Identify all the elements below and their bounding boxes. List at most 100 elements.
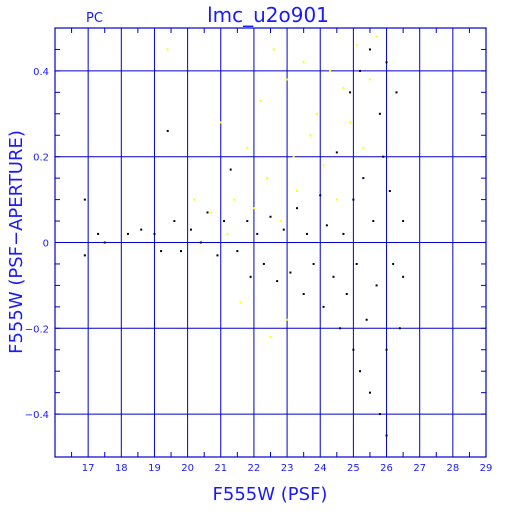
data-point	[272, 48, 275, 51]
data-point	[206, 211, 209, 214]
data-point	[349, 91, 352, 94]
data-point	[368, 78, 371, 81]
data-point	[246, 147, 249, 150]
x-tick-label: 24	[314, 463, 327, 474]
x-tick-label: 25	[347, 463, 360, 474]
x-tick-label: 23	[281, 463, 294, 474]
data-point	[83, 198, 86, 201]
data-point	[362, 147, 365, 150]
data-point	[236, 250, 239, 253]
grid	[55, 28, 486, 457]
data-point	[395, 91, 398, 94]
data-point	[309, 134, 312, 137]
data-point	[315, 112, 318, 115]
data-point	[233, 198, 236, 201]
data-point	[103, 241, 106, 244]
data-point	[385, 61, 388, 64]
data-point	[355, 44, 358, 47]
data-point	[179, 250, 182, 253]
data-point	[335, 151, 338, 154]
data-point	[335, 198, 338, 201]
x-tick-label: 17	[82, 463, 95, 474]
data-point	[329, 69, 332, 72]
data-point	[359, 370, 362, 373]
y-tick-label: 0.4	[33, 67, 49, 78]
data-point	[256, 232, 259, 235]
data-point	[259, 99, 262, 102]
x-tick-label: 19	[148, 463, 161, 474]
x-tick-label: 22	[248, 463, 261, 474]
plot-frame	[54, 27, 487, 458]
data-point	[312, 262, 315, 265]
data-point	[226, 232, 229, 235]
data-point	[193, 198, 196, 201]
data-point	[339, 327, 342, 330]
y-tick-label: 0.2	[33, 153, 49, 164]
data-point	[355, 262, 358, 265]
data-point	[140, 228, 143, 231]
data-point	[402, 220, 405, 223]
data-point	[322, 305, 325, 308]
data-point	[173, 220, 176, 223]
x-tick-label: 28	[446, 463, 459, 474]
data-point	[322, 164, 325, 167]
data-point	[342, 87, 345, 90]
data-point	[375, 284, 378, 287]
data-point	[345, 292, 348, 295]
data-point	[378, 112, 381, 115]
x-tick-label: 20	[181, 463, 194, 474]
x-tick-labels: 17 18 19 20 21 22 23 24 25 26 27 28 29	[82, 463, 493, 474]
data-point	[332, 275, 335, 278]
data-point	[302, 292, 305, 295]
data-points	[83, 35, 405, 437]
data-point	[160, 250, 163, 253]
data-point	[166, 129, 169, 132]
y-tick-labels: 0.4 0.2 0 −0.2 −0.4	[25, 67, 49, 421]
data-point	[349, 121, 352, 124]
data-point	[252, 207, 255, 210]
data-point	[249, 275, 252, 278]
data-point	[385, 348, 388, 351]
data-point	[279, 220, 282, 223]
data-point	[302, 61, 305, 64]
data-point	[319, 194, 322, 197]
data-point	[352, 348, 355, 351]
x-tick-label: 26	[380, 463, 393, 474]
y-tick-label: −0.2	[25, 324, 49, 335]
x-tick-label: 29	[480, 463, 493, 474]
data-point	[352, 198, 355, 201]
data-point	[166, 48, 169, 51]
data-point	[282, 228, 285, 231]
y-tick-label: −0.4	[25, 410, 49, 421]
data-point	[359, 69, 362, 72]
data-point	[378, 413, 381, 416]
data-point	[372, 220, 375, 223]
data-point	[266, 177, 269, 180]
data-point	[368, 48, 371, 51]
data-point	[286, 78, 289, 81]
data-point	[392, 262, 395, 265]
data-point	[153, 232, 156, 235]
data-point	[97, 232, 100, 235]
data-point	[262, 262, 265, 265]
data-point	[362, 177, 365, 180]
data-point	[199, 241, 202, 244]
data-point	[223, 220, 226, 223]
data-point	[246, 220, 249, 223]
data-point	[388, 190, 391, 193]
data-point	[398, 327, 401, 330]
data-point	[325, 224, 328, 227]
x-tick-label: 21	[214, 463, 227, 474]
data-point	[269, 335, 272, 338]
corner-label: PC	[86, 11, 103, 26]
data-point	[296, 190, 299, 193]
data-point	[189, 228, 192, 231]
y-axis-label: F555W (PSF−APERTURE)	[6, 130, 27, 354]
data-point	[342, 232, 345, 235]
data-point	[286, 318, 289, 321]
x-axis-label: F555W (PSF)	[213, 484, 328, 505]
data-point	[209, 211, 212, 214]
data-point	[375, 35, 378, 38]
data-point	[365, 318, 368, 321]
